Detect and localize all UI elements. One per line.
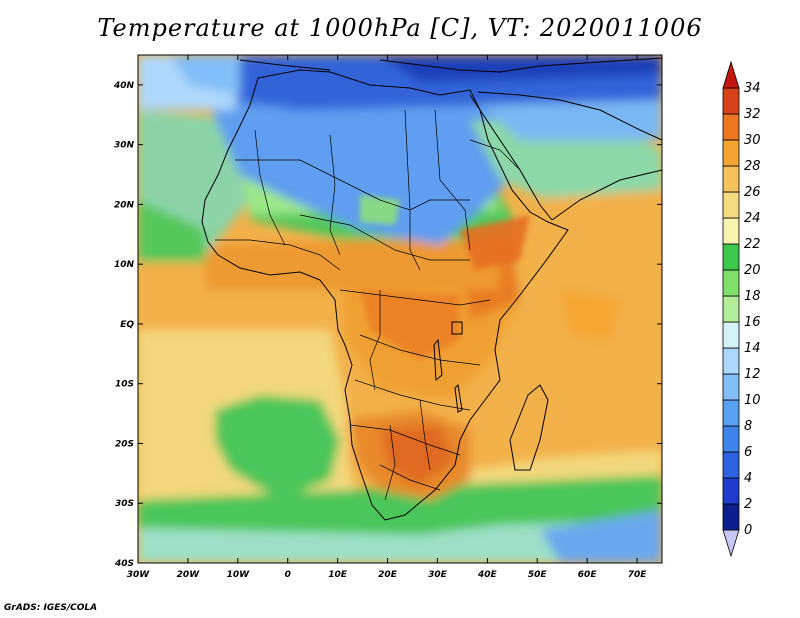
y-tick-label: 40S [114,559,134,569]
y-tick-label: 30S [115,499,134,509]
colorbar-swatch [722,321,740,349]
colorbar-swatch [722,425,740,453]
colorbar-swatch [722,113,740,141]
colorbar-swatch [722,399,740,427]
colorbar-swatch [722,347,740,375]
x-tick-label: 30E [428,570,448,580]
colorbar-label: 18 [744,289,761,304]
colorbar-label: 14 [744,341,761,356]
colorbar-swatch [722,269,740,297]
colorbar-label: 0 [744,523,752,538]
colorbar-swatch [722,503,740,531]
colorbar-label: 24 [744,211,761,226]
colorbar-label: 28 [744,159,761,174]
country-borders [215,109,521,501]
colorbar-swatch [722,139,740,167]
axis-ticks: 30W 20W 10W 0 10E 20E 30E 40E 50E 60E 70E 40N 30N 20N… [113,55,662,580]
y-tick-label: 20S [115,439,134,449]
colorbar-label: 6 [744,445,752,460]
temperature-field [138,55,662,563]
colorbar-label: 22 [744,237,761,252]
colorbar-swatch [722,191,740,219]
colorbar-swatch [722,217,740,245]
coastlines [201,57,662,521]
x-tick-label: 30W [127,570,151,580]
y-tick-label: 40N [113,81,135,91]
x-tick-label: 10E [328,570,348,580]
y-tick-label: 30N [114,141,135,151]
x-tick-label: 20W [177,570,201,580]
colorbar-label: 12 [744,367,761,382]
x-tick-label: 60E [578,570,598,580]
colorbar-label: 30 [744,133,761,148]
colorbar-label: 2 [744,497,752,512]
colorbar-swatch [722,451,740,479]
colorbar-swatch [722,165,740,193]
colorbar-swatch [722,243,740,271]
colorbar-swatch [722,295,740,323]
colorbar-label: 34 [744,81,761,96]
colorbar-label: 8 [744,419,752,434]
x-tick-label: 0 [285,570,291,580]
y-tick-label: EQ [120,320,134,330]
x-tick-label: 10W [227,570,251,580]
colorbar-label: 16 [744,315,761,330]
colorbar-label: 26 [744,185,761,200]
x-tick-label: 40E [477,570,498,580]
x-tick-label: 20E [378,570,398,580]
colorbar-swatch [722,87,740,115]
colorbar-label: 32 [744,107,761,122]
x-tick-label: 70E [628,570,648,580]
map-title: Temperature at 1000hPa [C], VT: 20200110… [97,14,703,42]
x-tick-label: 50E [528,570,548,580]
colorbar-swatch [722,477,740,505]
colorbar-swatch [722,529,740,558]
map-frame [137,54,663,564]
colorbar-swatch [722,373,740,401]
colorbar-swatch [722,60,740,89]
credit-label: GrADS: IGES/COLA [4,603,98,613]
colorbar-label: 20 [744,263,761,278]
y-tick-label: 10S [115,380,134,390]
colorbar-label: 4 [744,471,752,486]
y-tick-label: 10N [114,260,135,270]
y-tick-label: 20N [114,200,135,210]
colorbar-label: 10 [744,393,761,408]
